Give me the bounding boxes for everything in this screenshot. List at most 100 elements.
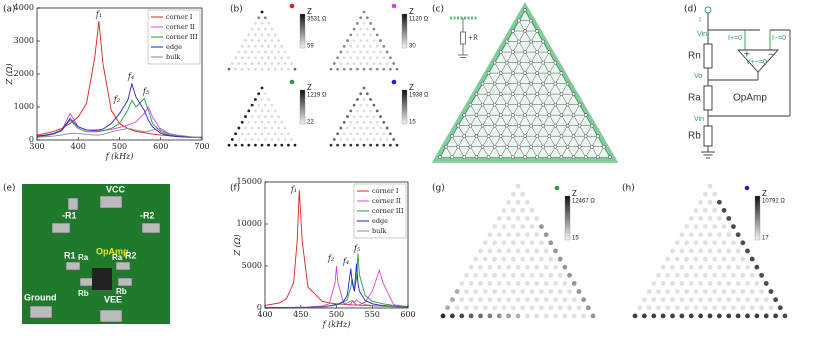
lattice-site [523,50,527,54]
site-dot [698,248,704,254]
lattice-bond [518,20,526,32]
lattice-bond [524,83,532,95]
site-dot [280,143,284,147]
site-dot [641,297,647,303]
lattice-bond [458,125,465,137]
lattice-bond [567,136,574,147]
site-dot [492,289,497,294]
site-dot [270,115,274,118]
site-dot [339,138,343,141]
site-dot [520,240,526,246]
site-dot [716,264,722,270]
site-dot [392,62,396,65]
site-dot [234,143,238,147]
site-dot [267,120,270,124]
site-dot [379,50,382,54]
lattice-bond [488,136,495,147]
pcb-label: Rb [78,289,89,298]
lattice-site [608,155,612,160]
site-dot [359,39,363,42]
site-dot [506,199,512,205]
lattice-bond [500,83,507,95]
lattice-site [450,155,454,160]
colorbar [299,89,306,125]
site-dot [571,313,577,319]
lattice-site [559,113,564,118]
legend-label: edge [166,43,182,51]
lattice-bond [488,83,495,95]
site-dot [362,67,366,71]
site-dot [250,27,254,31]
site-dot [745,297,750,303]
lattice-site [444,144,448,149]
lattice-bond [494,136,501,147]
site-dot [389,132,392,136]
site-dot [515,264,521,270]
lattice-bond [524,125,532,137]
site-dot [234,56,238,60]
annotation: f₅ [353,244,361,253]
site-dot [553,264,558,270]
site-dot [234,132,238,136]
lattice-bond [512,62,520,74]
site-dot [539,289,544,294]
site-dot [543,232,549,238]
lattice-bond [506,41,514,53]
site-dot [352,126,356,130]
colorbar [564,195,571,241]
lattice-bond [561,104,568,116]
site-dot [679,232,685,238]
series-line [36,97,203,139]
site-dot [254,44,257,48]
site-dot [496,248,502,254]
site-dot [501,289,507,294]
lattice-site [529,18,533,23]
site-dot [571,297,577,303]
colorbar-min: 59 [307,44,314,50]
site-dot [501,272,507,278]
lattice-bond [506,62,514,74]
site-dot [273,143,277,147]
site-dot [702,240,708,246]
site-dot [339,126,343,130]
x-tick-label: 300 [29,142,44,151]
mode-marker [289,79,295,85]
site-dot [240,132,244,136]
site-dot [731,240,736,246]
site-dot [698,199,704,205]
x-tick-label: 600 [400,310,415,319]
site-dot [356,22,359,25]
site-dot [534,264,540,270]
lattice-site [577,123,582,128]
site-dot [520,289,526,294]
site-dot [372,126,376,130]
site-dot [716,248,722,254]
site-dot [277,62,280,65]
panel-label: (h) [622,184,635,194]
site-dot [529,256,535,262]
site-dot [515,183,521,189]
chip [92,268,112,290]
site-dot [247,67,251,71]
lattice-bond [494,104,501,116]
site-dot [702,272,708,278]
legend-label: corner III [372,207,404,215]
lattice-site [565,81,570,86]
site-dot [759,272,764,278]
lattice-bond [518,62,526,74]
site-dot [524,248,530,254]
site-dot [250,39,254,42]
lattice-bond [530,104,538,116]
lattice-bond [506,30,514,42]
site-dot [539,305,544,311]
site-dot [712,224,718,229]
site-dot [688,248,694,254]
x-tick-label: 400 [257,310,272,319]
pcb-label: VEE [104,294,122,304]
site-dot [501,224,507,229]
lattice-bond [585,136,592,147]
site-dot [240,143,244,147]
lattice-site [517,18,521,23]
site-dot [254,132,257,136]
